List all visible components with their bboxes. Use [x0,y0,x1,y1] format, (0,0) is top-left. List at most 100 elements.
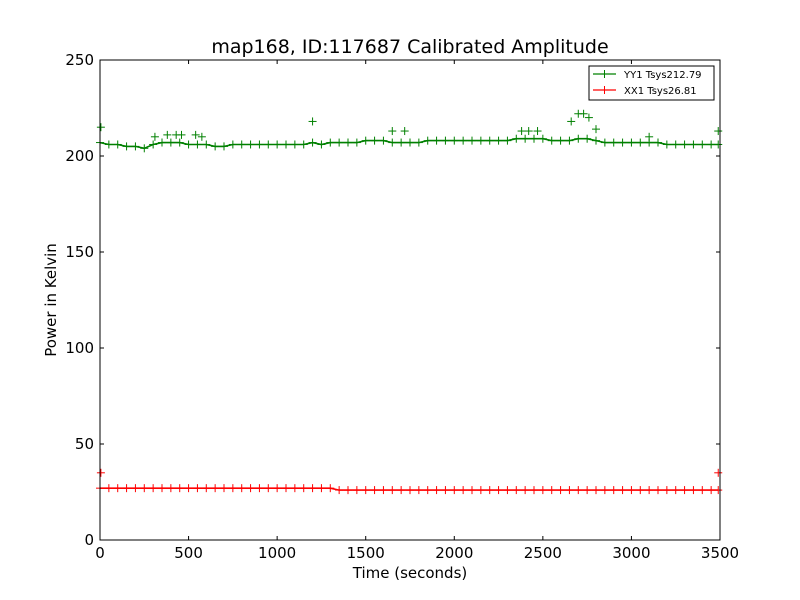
series-1-point-56 [592,486,600,495]
legend-item-1: XX1 Tsys26.81 [593,86,697,97]
series-1-point-47 [512,486,521,495]
y-tick-label-4: 200 [65,147,94,165]
series-0-point-43 [476,136,485,145]
series-1-point-12 [202,484,211,493]
series-0-point-33 [388,138,397,147]
series-0-point-67 [689,140,698,149]
series-0-point-39 [441,136,450,145]
series-0-point-66 [680,140,689,149]
series-0-outlier-7 [308,117,317,126]
series-0-outlier-0 [96,123,105,132]
series-0-outlier-17 [592,125,600,134]
series-1-point-33 [388,486,397,495]
series-0-point-15 [228,140,237,149]
series-0-point-12 [202,140,211,149]
legend: YY1 Tsys212.79 XX1 Tsys26.81 [588,65,715,101]
series-0-point-50 [538,134,547,143]
series-1-point-9 [175,484,184,493]
series-1 [96,468,723,495]
series-1-point-16 [237,484,246,493]
series-0-point-52 [556,136,565,145]
series-1-point-30 [361,486,370,495]
series-1-point-65 [671,486,680,495]
series-1-point-52 [556,486,565,495]
series-0-point-18 [255,140,264,149]
series-1-point-28 [344,486,352,495]
series-1-point-69 [707,486,716,495]
legend-label-0: YY1 Tsys212.79 [623,70,702,81]
series-0-outlier-18 [645,132,654,141]
series-0-point-3 [122,142,131,151]
series-1-point-26 [326,484,335,493]
series-0-point-58 [609,138,618,147]
series-0-point-21 [282,140,290,149]
series-1-point-70 [714,486,723,495]
series-0-outlier-12 [533,127,542,136]
series-0-point-10 [184,140,193,149]
series-0-point-5 [140,144,149,153]
series-0-point-14 [220,142,228,151]
series-0-point-38 [432,136,441,145]
series-0-point-37 [423,136,432,145]
series-1-point-37 [423,486,432,495]
series-0-point-70 [714,140,723,149]
series-1-point-3 [122,484,131,493]
series-1-point-5 [140,484,149,493]
series-0-outlier-10 [517,127,526,136]
series-0-point-11 [193,140,202,149]
series-1-point-10 [184,484,193,493]
series-1-outlier-0 [96,468,105,477]
series-1-point-31 [370,486,379,495]
series-1-point-15 [228,484,237,493]
series-0-point-17 [246,140,255,149]
series-0-point-19 [264,140,273,149]
y-axis-label: Power in Kelvin [42,243,60,357]
series-0-point-46 [503,136,512,145]
series-0-point-44 [485,136,494,145]
series-0-point-34 [397,138,406,147]
series-1-point-48 [521,486,530,495]
data-layer [96,109,723,495]
series-1-point-32 [379,486,388,495]
series-1-point-57 [600,486,609,495]
series-1-point-4 [131,484,140,493]
series-0-point-61 [636,138,645,147]
x-tick-label-5: 2500 [524,544,562,562]
series-1-point-61 [636,486,645,495]
x-axis-label: Time (seconds) [352,564,468,582]
series-1-point-54 [574,486,583,495]
series-1-point-14 [220,484,228,493]
series-1-point-46 [503,486,512,495]
series-0-point-64 [662,140,671,149]
series-0-outlier-6 [197,132,206,141]
series-0-outlier-8 [388,127,397,136]
series-0-point-48 [521,134,530,143]
series-0-point-27 [335,138,344,147]
series-0-outlier-13 [567,117,576,126]
x-tick-label-3: 1500 [347,544,385,562]
series-1-point-44 [485,486,494,495]
series-1-point-40 [450,486,459,495]
series-0-outlier-5 [191,130,200,139]
x-tick-label-6: 3000 [612,544,650,562]
series-0-outlier-11 [524,127,533,136]
series-1-point-36 [414,486,423,495]
series-0-outlier-19 [714,127,723,136]
series-0-point-40 [450,136,459,145]
series-1-point-1 [104,484,113,493]
series-0-point-6 [149,140,158,149]
series-0-point-30 [361,136,370,145]
series-1-point-18 [255,484,264,493]
legend-label-1: XX1 Tsys26.81 [624,86,697,97]
series-0-point-41 [459,136,468,145]
series-0-point-36 [414,138,423,147]
legend-marker-0 [600,70,609,78]
series-1-point-42 [468,486,476,495]
series-1-point-25 [317,484,326,493]
series-0-outlier-9 [400,127,409,136]
tick-layer: 0 500 1000 1500 2000 2500 3000 3500 0 50 100 150 200… [65,51,739,562]
series-0-point-1 [104,140,113,149]
series-1-point-41 [459,486,468,495]
